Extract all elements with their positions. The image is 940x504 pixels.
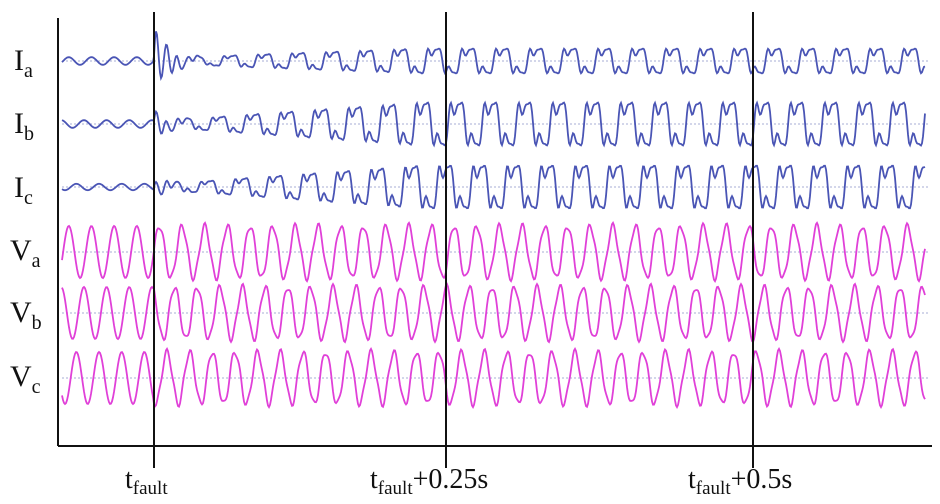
series-label-ia: Ia xyxy=(14,44,33,82)
series-label-vb: Vb xyxy=(10,296,42,334)
series-trace-va xyxy=(61,221,926,283)
series-label-ib: Ib xyxy=(14,107,34,145)
x-tick-label-fault: tfault xyxy=(125,464,168,499)
series-trace-ic xyxy=(61,164,926,210)
series-label-va: Va xyxy=(10,234,41,272)
series-labels: Ia Ib Ic Va Vb Vc xyxy=(10,44,42,398)
series-trace-vc xyxy=(61,346,926,410)
series-trace-ib xyxy=(61,100,926,148)
x-tick-label-fault-plus-05: tfault+0.5s xyxy=(688,464,792,499)
series-label-ic: Ic xyxy=(14,171,33,209)
series-trace-ia xyxy=(61,31,926,81)
series-trace-vb xyxy=(61,282,926,344)
x-tick-labels: tfault tfault+0.25s tfault+0.5s xyxy=(125,464,792,499)
series-label-vc: Vc xyxy=(10,360,41,398)
x-tick-label-fault-plus-025: tfault+0.25s xyxy=(370,464,488,499)
